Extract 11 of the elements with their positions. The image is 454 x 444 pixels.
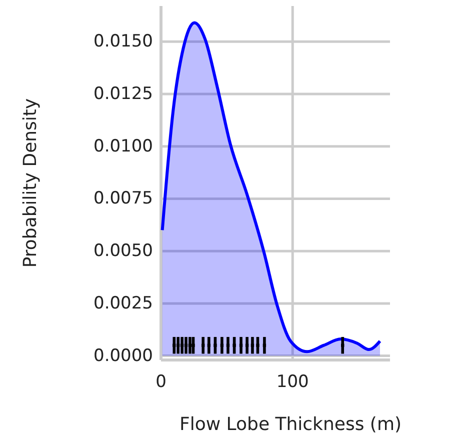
x-tick-label: 100 [276,372,309,392]
x-tick-label: 0 [156,372,166,392]
y-tick-label: 0.0150 [94,32,153,52]
x-axis-title: Flow Lobe Thickness (m) [179,414,402,435]
y-tick-label: 0.0025 [94,293,153,314]
y-axis-title: Probability Density [20,98,41,268]
y-tick-label: 0.0050 [94,241,153,262]
y-tick-label: 0.0000 [94,346,153,366]
y-tick-label: 0.0125 [94,84,153,104]
y-tick-label: 0.0100 [94,136,153,156]
y-tick-label: 0.0075 [94,188,153,209]
